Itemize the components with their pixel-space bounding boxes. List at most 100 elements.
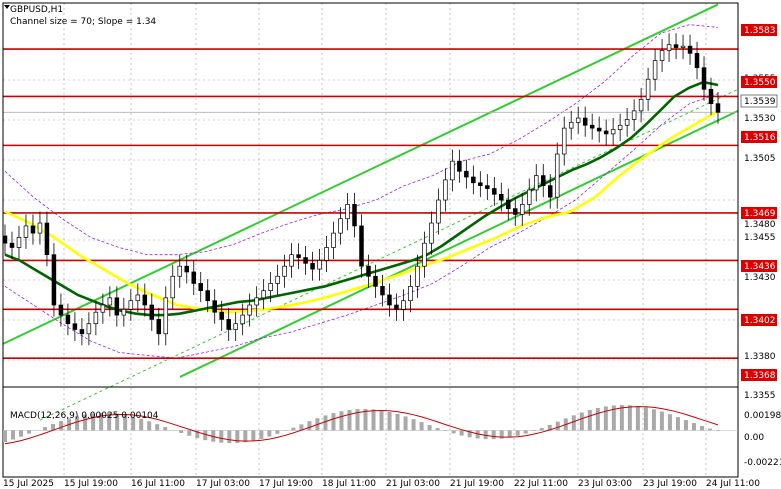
candle-body [317, 260, 322, 270]
candle-body [603, 130, 609, 135]
candle-body [142, 294, 148, 306]
macd-bar [291, 427, 296, 431]
candle-body [708, 88, 714, 105]
level-label-1.3436: 1.3436 [741, 260, 777, 272]
ma-fast-line [4, 80, 719, 317]
candle-body [233, 323, 238, 330]
candle-body [443, 179, 448, 201]
candle-body [44, 222, 50, 256]
macd-bar [3, 430, 7, 442]
candle-body [624, 119, 630, 126]
macd-bar [651, 409, 656, 431]
macd-bar [483, 430, 488, 440]
candle-body [240, 314, 245, 325]
candle-body [471, 176, 476, 184]
candles [2, 33, 721, 346]
candle-body [673, 44, 679, 48]
candle-body [198, 283, 203, 291]
candle-body [2, 235, 8, 244]
candle-body [16, 237, 22, 248]
chart-grid [3, 3, 738, 477]
candle-body [394, 304, 399, 310]
candle-body [352, 203, 357, 227]
macd-bar [11, 430, 16, 440]
time-tick: 16 Jul 11:00 [131, 479, 185, 489]
candle-body [638, 99, 644, 112]
macd-bar [83, 414, 88, 431]
candle-body [107, 297, 113, 306]
candle-body [289, 254, 294, 267]
candle-body [226, 319, 231, 330]
candle-body [100, 304, 106, 313]
price-tick: 1.3380 [744, 352, 776, 362]
candle-body [534, 175, 539, 191]
macd-bar [419, 422, 424, 431]
macd-bar [627, 405, 632, 431]
candle-body [701, 67, 707, 90]
macd-bar [51, 423, 56, 431]
macd-bar [435, 428, 440, 431]
candle-body [513, 208, 518, 215]
macd-bar [539, 428, 544, 431]
moving-averages [4, 80, 719, 317]
candle-body [715, 103, 721, 113]
price-tick: 1.3505 [744, 154, 776, 164]
candle-body [589, 124, 595, 129]
macd-bar [451, 430, 456, 434]
macd-bar [523, 430, 528, 434]
macd-bar [275, 430, 280, 434]
macd-signal-line [4, 406, 719, 445]
macd-bar [667, 414, 672, 431]
macd-bar [683, 420, 688, 431]
collapse-arrow-icon[interactable] [4, 5, 10, 9]
candle-body [156, 319, 162, 335]
macd-bar [187, 430, 192, 436]
candle-body [324, 247, 329, 261]
svg-text:1.3368: 1.3368 [744, 371, 776, 381]
macd-bar [59, 421, 64, 431]
channel-info: Channel size = 70; Slope = 1.34 [10, 17, 156, 27]
candle-body [554, 153, 560, 198]
candle-body [575, 117, 581, 123]
macd-bar [147, 421, 152, 431]
macd-bar [659, 411, 664, 431]
time-tick: 23 Jul 03:00 [578, 479, 632, 489]
candle-body [149, 304, 155, 320]
level-lines [3, 48, 738, 360]
candle-body [680, 45, 686, 48]
candle-body [464, 170, 469, 178]
candle-body [687, 45, 693, 54]
candle-body [596, 127, 602, 132]
candle-body [401, 300, 406, 310]
macd-bar [331, 413, 336, 431]
macd-bar [91, 413, 96, 431]
macd-bar [587, 410, 592, 431]
macd-panel [3, 405, 738, 445]
price-tick: 1.3480 [744, 220, 776, 230]
candle-body [310, 262, 315, 270]
macd-bar [211, 430, 216, 442]
macd-bar [595, 407, 600, 431]
macd-bar [251, 430, 256, 441]
time-tick: 21 Jul 03:00 [386, 479, 440, 489]
candle-body [659, 50, 665, 61]
level-label-1.3516: 1.3516 [741, 131, 777, 143]
candle-body [205, 290, 210, 302]
candle-body [450, 160, 455, 181]
candle-body [51, 254, 57, 306]
level-label-1.3368: 1.3368 [741, 369, 777, 381]
macd-bar [131, 416, 136, 431]
time-tick: 15 Jul 2025 [3, 479, 54, 489]
macd-bar [179, 430, 184, 434]
macd-bar [347, 409, 352, 431]
macd-bar [139, 418, 144, 431]
macd-bar [267, 430, 272, 437]
svg-text:1.3550: 1.3550 [744, 78, 776, 88]
macd-bar [499, 430, 504, 439]
macd-bar [227, 430, 232, 444]
macd-bar [75, 416, 80, 431]
ma-slow-line [4, 109, 719, 314]
channel-middle [39, 88, 739, 421]
macd-tick: -0.00221 [744, 458, 781, 468]
